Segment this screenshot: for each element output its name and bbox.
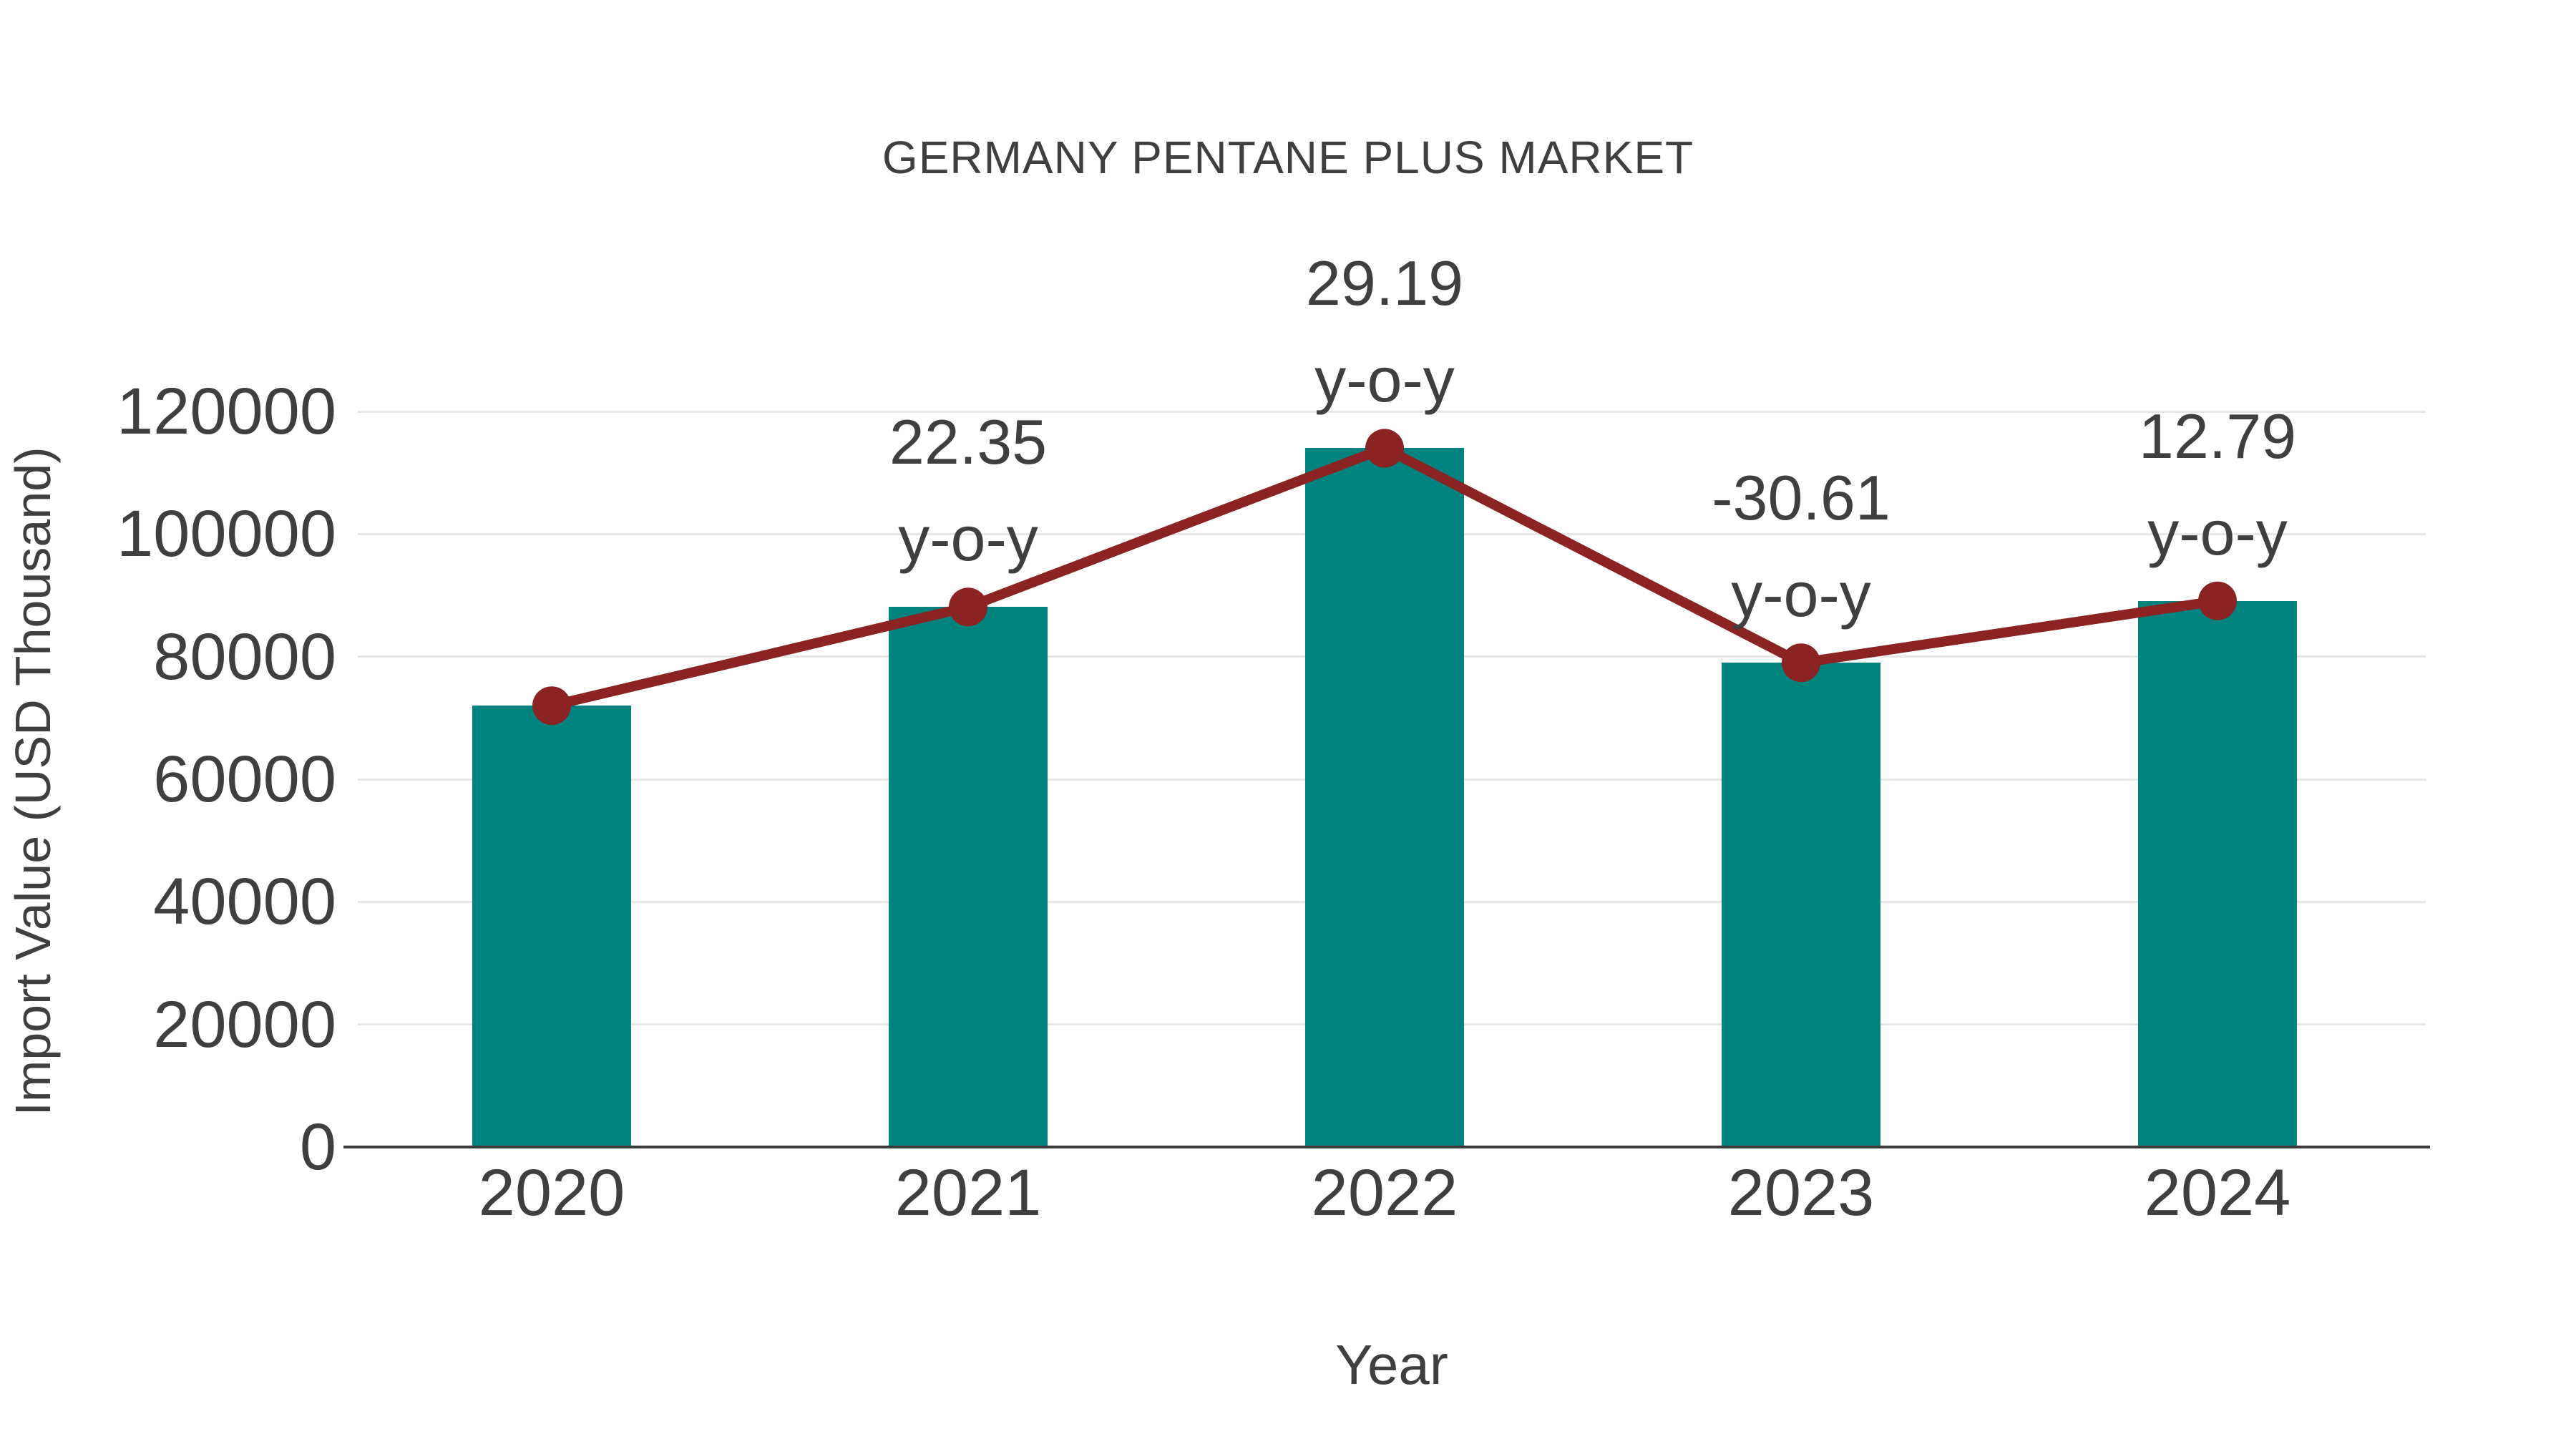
yoy-suffix-2022: y-o-y [1314,344,1455,416]
data-point-marker-2024 [2198,581,2237,620]
bar-2024 [2138,600,2297,1147]
yoy-suffix-2023: y-o-y [1731,559,1871,630]
y-tick-label: 120000 [117,375,336,448]
yoy-value-2023: -30.61 [1712,462,1890,534]
x-tick-label-2022: 2022 [1311,1156,1458,1229]
yoy-suffix-2021: y-o-y [898,503,1038,575]
bar-2020 [472,706,631,1147]
x-tick-label-2023: 2023 [1727,1156,1875,1229]
bar-2022 [1305,448,1464,1147]
bar-2023 [1722,663,1880,1147]
x-tick-label-2020: 2020 [478,1156,625,1229]
data-point-marker-2023 [1782,643,1820,683]
data-point-marker-2020 [532,686,571,726]
y-tick-label: 100000 [117,497,336,571]
x-tick-label-2024: 2024 [2144,1156,2291,1229]
y-tick-label: 20000 [153,987,336,1061]
x-axis-line [343,1146,2430,1148]
yoy-value-2021: 22.35 [889,406,1048,478]
bar-2021 [889,607,1048,1147]
data-point-marker-2021 [949,587,987,627]
x-axis-title: Year [1335,1333,1448,1396]
x-tick-label-2021: 2021 [894,1156,1042,1229]
yoy-value-2024: 12.79 [2138,400,2297,472]
y-tick-label: 40000 [153,865,336,939]
gridline-120000 [358,410,2426,413]
data-point-marker-2022 [1365,429,1404,468]
y-tick-label: 80000 [153,620,336,693]
y-tick-label: 60000 [153,743,336,816]
yoy-suffix-2024: y-o-y [2147,497,2288,568]
chart-title: GERMANY PENTANE PLUS MARKET [882,132,1694,183]
y-tick-label: 0 [299,1111,336,1184]
yoy-value-2022: 29.19 [1305,248,1464,319]
